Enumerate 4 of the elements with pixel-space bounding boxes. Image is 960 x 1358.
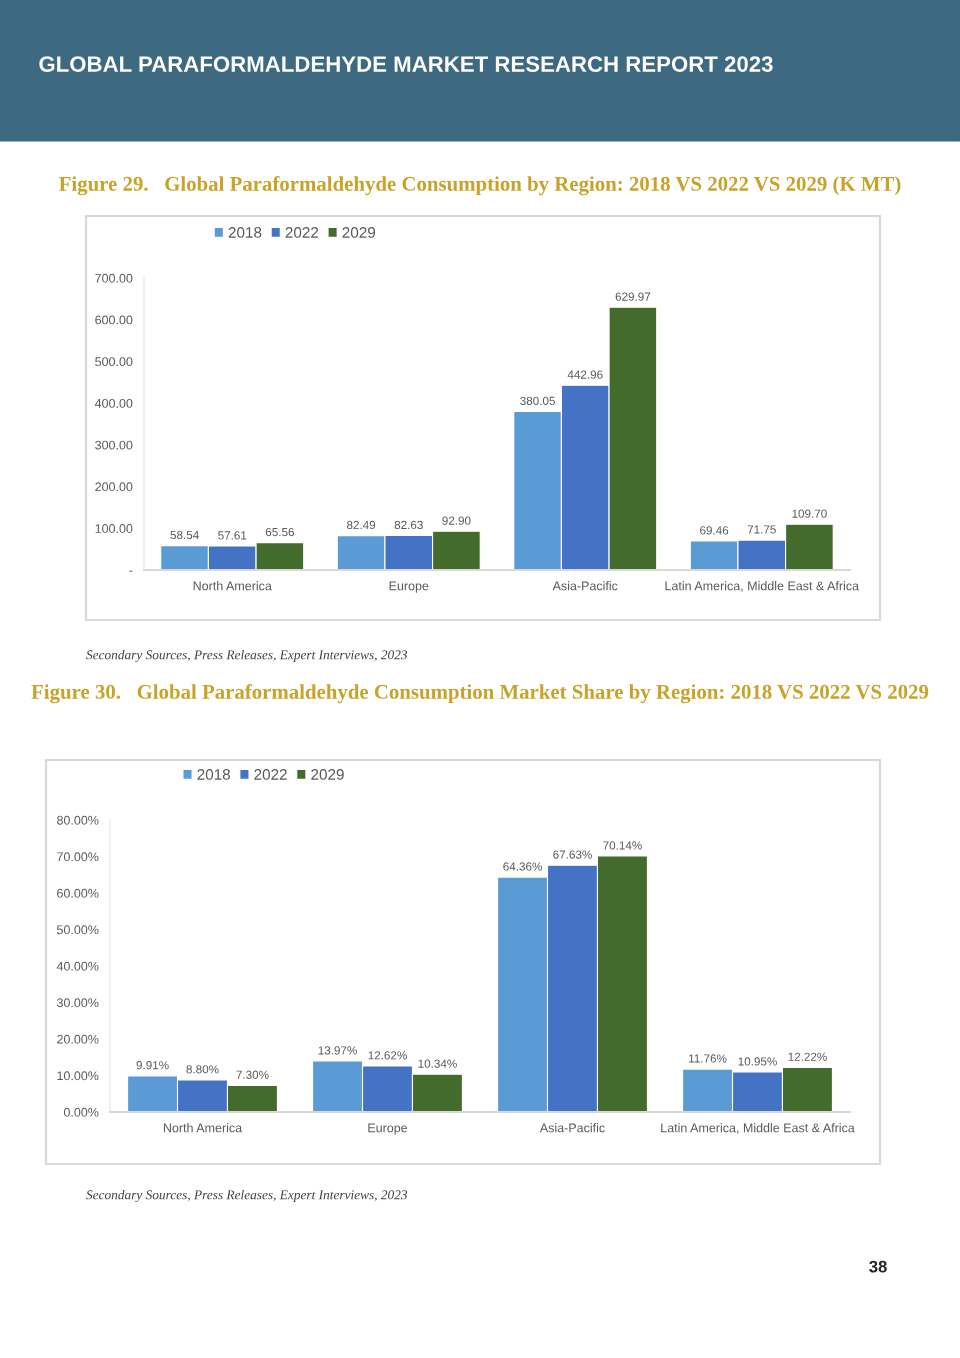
chart-title: Figure 29. Global Paraformaldehyde Consumption by Region: 2018 VS 2022 VS 2029 (K MT) [59,176,901,196]
chart-title: Figure 30. Global Paraformaldehyde Consumption Market Share by Region: 2018 VS 2022 VS 2029 [31,684,929,704]
text: GLOBAL PARAFORMALDEHYDE MARKET RESEARCH REPORT 2023 [39,56,773,72]
text: 38 [869,1260,887,1273]
